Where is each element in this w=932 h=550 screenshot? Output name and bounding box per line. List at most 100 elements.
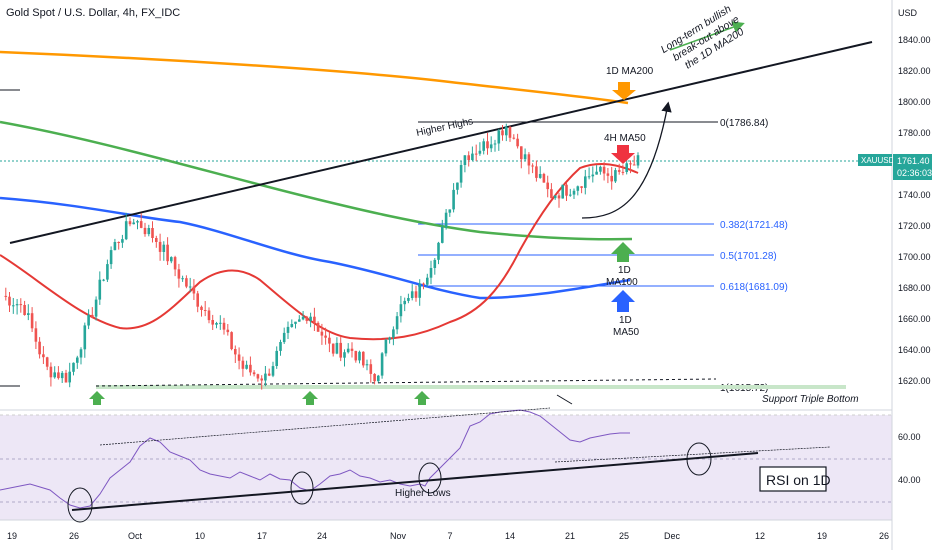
candle-body [173,257,177,270]
candle-body [290,324,294,327]
candle-body [546,182,549,190]
candle-body [399,304,403,317]
candle-body [275,350,278,366]
candle-body [437,242,440,260]
candle-body [550,189,553,199]
price-tick-label: 1820.00 [898,66,931,76]
candle-body [316,322,320,332]
rsi-axis[interactable]: 60.00 40.00 [898,432,921,485]
ma200-arrow-icon [612,82,636,100]
fib-0382-label: 0.382(1721.48) [720,220,788,231]
candle-body [282,332,286,343]
candle-body [91,314,94,317]
ma50-4h-label: 4H MA50 [604,133,646,144]
candle-body [365,364,369,366]
ma200-label: 1D MA200 [606,66,654,77]
candle-body [384,339,388,354]
candle-body [632,164,636,166]
candle-body [576,186,580,191]
candle-body [343,352,346,358]
time-tick-label: 24 [317,531,327,541]
candle-body [72,362,75,372]
candle-body [553,195,557,199]
candle-body [324,335,327,338]
candle-body [53,372,56,378]
candle-body [298,319,301,322]
candle-body [98,279,102,300]
candle-body [15,304,19,306]
candle-body [117,242,120,243]
candle-body [542,174,546,183]
candle-body [346,348,350,353]
candle-body [200,306,203,310]
candle-body [433,259,437,268]
ma100-arrow-icon [611,242,635,262]
candle-body [448,209,452,213]
time-tick-label: Oct [128,531,143,541]
candle-body [331,343,335,354]
price-axis[interactable]: 1840.001820.001800.001780.001760.001740.… [898,35,931,386]
candle-body [309,316,312,321]
trendline [9,41,873,244]
candle-body [617,170,621,172]
fib-0-label: 0(1786.84) [720,118,768,129]
candle-body [362,351,365,366]
price-tick-label: 1660.00 [898,314,931,324]
candle-body [241,360,245,369]
candle-body [441,227,444,243]
time-tick-label: 26 [879,531,889,541]
price-tick-label: 1700.00 [898,252,931,262]
rsi-circle-2 [290,471,314,505]
candle-body [478,150,482,154]
candle-body [456,182,459,190]
ticker-label: XAUUSD [861,156,895,165]
candle-body [335,342,339,354]
candle-body [60,372,64,379]
candle-body [260,378,263,381]
candle-body [395,316,399,330]
candle-body [57,372,60,379]
price-tick-label: 1640.00 [898,345,931,355]
candle-body [102,279,105,281]
candle-body [76,357,79,363]
candle-body [614,170,617,182]
candle-body [388,337,391,340]
candle-body [452,189,455,210]
candle-body [192,286,196,294]
candle-body [572,190,576,195]
currency-label: USD [898,8,918,18]
price-tick-label: 1620.00 [898,376,931,386]
ma50-4h-arrow-icon [611,145,635,164]
candle-body [215,323,218,325]
candle-body [249,364,252,373]
rsi-box-label: RSI on 1D [766,472,831,488]
candle-body [377,375,380,382]
last-price-value: 1761.40 [897,156,930,166]
price-tick-label: 1720.00 [898,221,931,231]
support-zone [96,385,846,389]
candle-body [45,357,49,367]
candle-body [68,371,71,383]
candle-body [109,250,113,265]
candle-body [128,221,132,225]
candle-body [482,141,485,151]
candle-body [222,322,226,330]
time-axis[interactable]: 19 26 Oct 10 17 24 Nov 7 14 21 25 Dec 12 19 26 [7,531,889,541]
time-tick-label: 10 [195,531,205,541]
price-tick-label: 1840.00 [898,35,931,45]
candle-body [493,143,497,145]
candle-body [422,283,425,285]
price-tick-label: 1800.00 [898,97,931,107]
candle-body [158,241,162,252]
support-arrow-icon-1 [89,391,105,405]
candle-body [467,155,470,160]
candle-body [407,298,410,301]
candle-body [245,364,248,369]
rsi-upper-trendline [99,407,551,446]
rsi-circle-4 [686,442,712,476]
price-tick-label: 1780.00 [898,128,931,138]
candle-body [49,366,53,378]
candle-body [256,374,260,379]
candle-body [486,141,489,149]
